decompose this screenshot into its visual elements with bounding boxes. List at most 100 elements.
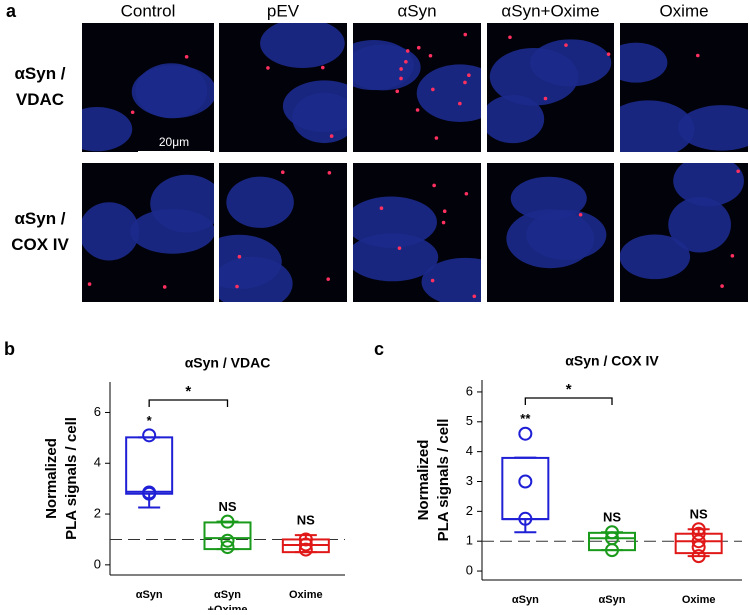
nucleus xyxy=(678,105,748,151)
pla-dot xyxy=(432,183,436,188)
micrograph xyxy=(487,163,614,302)
y-axis-label: Normalized xyxy=(43,438,60,519)
data-point xyxy=(298,532,313,547)
pla-dot xyxy=(463,80,467,85)
data-point xyxy=(691,549,706,564)
pla-dot xyxy=(87,282,92,286)
cells xyxy=(506,176,607,269)
pla-dot xyxy=(415,108,420,112)
pla-dot xyxy=(463,32,468,37)
y-tick-label: 1 xyxy=(466,533,473,548)
pla-dot xyxy=(434,136,439,140)
nucleus xyxy=(620,234,691,280)
box xyxy=(125,436,174,495)
micrograph xyxy=(353,23,481,152)
pla-dot xyxy=(326,277,331,281)
bracket-label: * xyxy=(566,381,572,398)
x-tick-label: αSyn xyxy=(136,589,163,601)
x-tick-label: αSyn xyxy=(599,594,626,606)
y-tick-label: 0 xyxy=(466,562,473,577)
nucleus xyxy=(416,64,481,122)
data-point xyxy=(142,428,157,443)
nucleus xyxy=(668,197,731,253)
row-label: VDAC xyxy=(16,90,64,109)
nucleus xyxy=(260,23,345,69)
pla-dot xyxy=(404,59,408,64)
y-tick-label: 3 xyxy=(466,473,473,488)
x-tick-label: αSyn xyxy=(512,594,539,606)
nucleus xyxy=(510,176,587,221)
pla-dot xyxy=(578,212,583,217)
pla-dot xyxy=(184,54,189,59)
data-point xyxy=(220,540,235,555)
pla-dot xyxy=(736,169,740,174)
pla-dot xyxy=(467,73,471,78)
y-tick-label: 6 xyxy=(94,404,101,419)
pla-dot xyxy=(379,206,384,211)
nucleus xyxy=(150,174,214,233)
panel-label: a xyxy=(6,1,17,21)
x-tick-label: αSyn xyxy=(214,589,241,601)
pla-dot xyxy=(235,284,239,289)
row-label: COX IV xyxy=(11,235,69,254)
nucleus xyxy=(526,209,607,260)
row-label: αSyn / xyxy=(14,64,65,83)
nucleus xyxy=(219,234,282,289)
nucleus xyxy=(82,202,140,261)
pla-dot xyxy=(397,246,402,250)
pla-dot xyxy=(543,96,548,101)
data-point xyxy=(691,526,706,541)
column-label: αSyn+Oxime xyxy=(501,1,599,20)
y-axis-label: PLA signals / cell xyxy=(435,419,452,542)
data-point xyxy=(518,474,533,489)
nucleus xyxy=(353,39,414,91)
pla-dot xyxy=(720,284,724,288)
micrograph xyxy=(620,163,748,302)
nucleus xyxy=(620,100,695,152)
significance-label: NS xyxy=(218,499,236,514)
scale-bar-label: 20μm xyxy=(159,135,189,149)
y-tick-label: 2 xyxy=(466,503,473,518)
pla-dot xyxy=(464,191,469,196)
data-point xyxy=(142,486,157,501)
pla-dot xyxy=(130,110,135,115)
cells xyxy=(82,174,214,289)
column-label: pEV xyxy=(267,1,300,20)
nucleus xyxy=(673,163,744,207)
y-axis-label: PLA signals / cell xyxy=(63,417,80,540)
significance-label: NS xyxy=(603,510,621,525)
column-label: αSyn xyxy=(397,1,436,20)
cells xyxy=(82,54,214,152)
pla-dot xyxy=(320,65,325,70)
pla-dot xyxy=(237,254,242,259)
significance-label: NS xyxy=(690,507,708,522)
pla-dot xyxy=(416,45,421,50)
pla-dot xyxy=(395,89,400,94)
pla-dot xyxy=(329,134,334,138)
y-tick-label: 4 xyxy=(466,443,473,458)
pla-dot xyxy=(730,254,735,258)
panel-label: b xyxy=(4,339,15,359)
pla-dot xyxy=(442,209,447,214)
pla-dot xyxy=(327,170,332,175)
pla-dot xyxy=(508,35,512,40)
chart-title: αSyn / VDAC xyxy=(185,355,271,371)
data-point xyxy=(220,533,235,548)
data-point xyxy=(220,514,235,529)
data-point xyxy=(518,426,533,441)
micrograph xyxy=(82,163,214,302)
pla-dot xyxy=(441,220,446,225)
chart-title: αSyn / COX IV xyxy=(565,353,659,369)
nucleus xyxy=(620,42,668,83)
data-point xyxy=(691,540,706,555)
data-point xyxy=(605,543,619,558)
data-point xyxy=(298,542,313,557)
cells xyxy=(353,32,481,140)
nucleus xyxy=(131,65,214,119)
significance-label: * xyxy=(147,413,153,428)
cells xyxy=(260,23,347,144)
data-point xyxy=(605,525,619,540)
micrograph xyxy=(219,23,347,152)
bracket-label: * xyxy=(185,383,191,400)
